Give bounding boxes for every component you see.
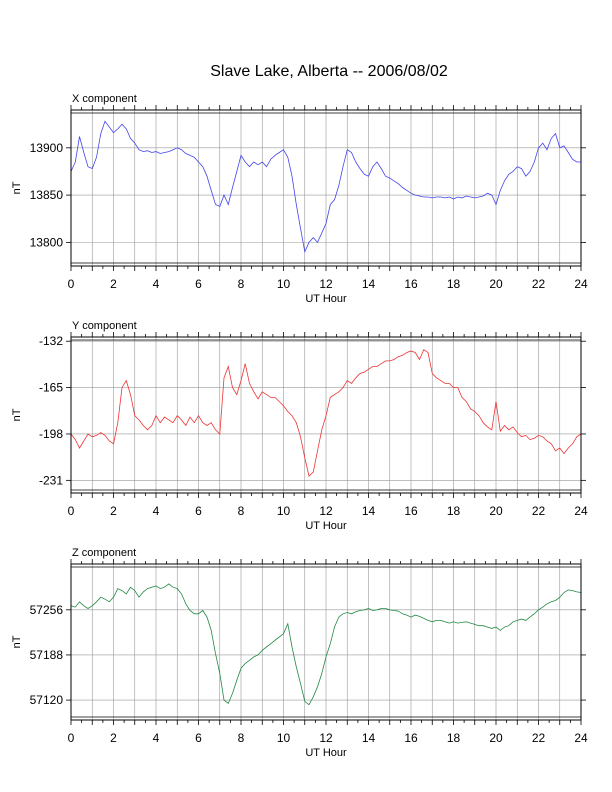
x-tick-label: 14: [362, 731, 376, 745]
x-tick-label: 22: [532, 731, 546, 745]
panel-label: Z component: [72, 547, 136, 559]
y-tick-label: -231: [39, 473, 63, 487]
x-tick-label: 24: [574, 504, 588, 518]
panel-label: X component: [72, 93, 137, 105]
y-tick-label: 57120: [30, 693, 64, 707]
x-tick-label: 4: [153, 504, 160, 518]
x-tick-label: 16: [404, 731, 418, 745]
x-tick-label: 18: [447, 731, 461, 745]
x-tick-label: 10: [277, 731, 291, 745]
y-tick-label: 13800: [30, 235, 64, 249]
x-axis-label: UT Hour: [305, 747, 347, 759]
x-tick-label: 14: [362, 277, 376, 291]
series-line: [70, 348, 582, 477]
x-tick-label: 22: [532, 277, 546, 291]
x-tick-label: 16: [404, 277, 418, 291]
chart-title: Slave Lake, Alberta -- 2006/08/02: [210, 63, 448, 80]
x-tick-label: 22: [532, 504, 546, 518]
y-axis-label: nT: [11, 181, 23, 194]
x-tick-label: 16: [404, 504, 418, 518]
x-tick-label: 12: [319, 277, 333, 291]
panel-label: Y component: [72, 320, 137, 332]
series-line: [70, 120, 581, 254]
x-tick-label: 2: [110, 504, 117, 518]
x-axis-label: UT Hour: [305, 520, 347, 532]
x-tick-label: 18: [447, 277, 461, 291]
y-tick-label: -132: [39, 334, 63, 348]
y-axis-label: nT: [11, 408, 23, 421]
y-tick-label: -165: [39, 381, 63, 395]
x-tick-label: 24: [574, 731, 588, 745]
x-tick-label: 8: [238, 731, 245, 745]
x-tick-label: 10: [277, 277, 291, 291]
x-tick-label: 4: [153, 731, 160, 745]
x-tick-label: 12: [319, 731, 333, 745]
y-tick-label: 57256: [30, 603, 64, 617]
x-tick-label: 0: [68, 731, 75, 745]
x-tick-label: 24: [574, 277, 588, 291]
x-tick-label: 6: [195, 731, 202, 745]
x-tick-label: 18: [447, 504, 461, 518]
x-tick-label: 20: [489, 731, 503, 745]
x-tick-label: 8: [238, 277, 245, 291]
x-tick-label: 0: [68, 277, 75, 291]
x-tick-label: 14: [362, 504, 376, 518]
x-tick-label: 6: [195, 277, 202, 291]
series-line: [70, 583, 582, 706]
y-axis-label: nT: [11, 635, 23, 648]
y-tick-label: -198: [39, 427, 63, 441]
x-tick-label: 6: [195, 504, 202, 518]
x-tick-label: 0: [68, 504, 75, 518]
x-tick-label: 10: [277, 504, 291, 518]
y-tick-label: 13900: [30, 141, 64, 155]
x-tick-label: 2: [110, 731, 117, 745]
y-tick-label: 57188: [30, 648, 64, 662]
x-tick-label: 8: [238, 504, 245, 518]
y-tick-label: 13850: [30, 188, 64, 202]
x-tick-label: 20: [489, 504, 503, 518]
x-axis-label: UT Hour: [305, 293, 347, 305]
x-tick-label: 4: [153, 277, 160, 291]
x-tick-label: 2: [110, 277, 117, 291]
x-tick-label: 12: [319, 504, 333, 518]
x-tick-label: 20: [489, 277, 503, 291]
